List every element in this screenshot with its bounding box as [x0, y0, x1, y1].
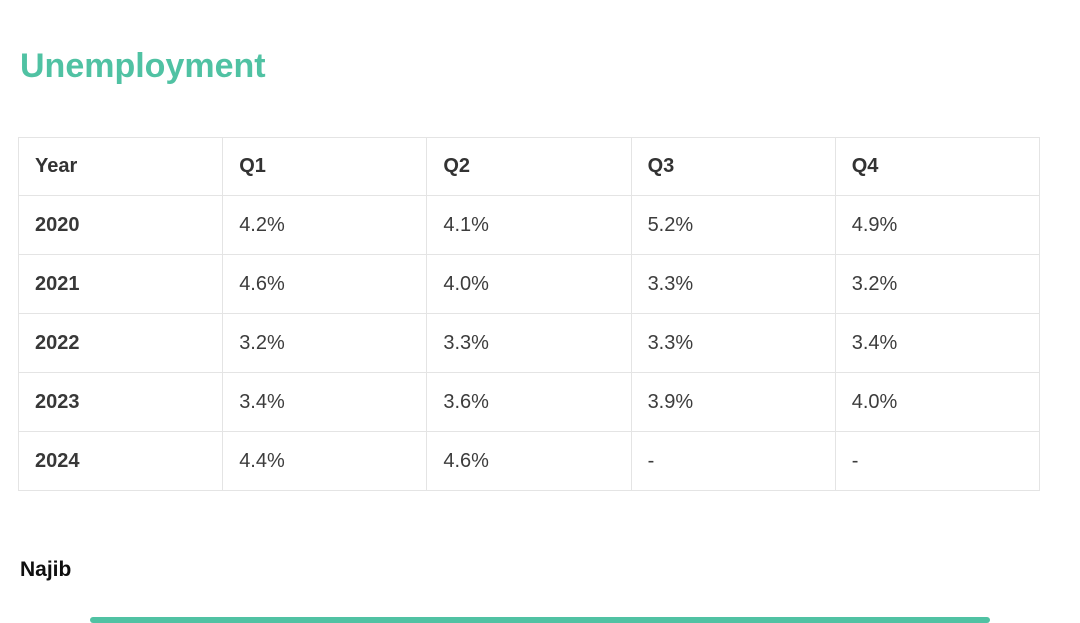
- column-header-q1: Q1: [222, 137, 428, 196]
- unemployment-table: Year Q1 Q2 Q3 Q4 2020 4.2% 4.1% 5.2% 4.9…: [17, 137, 1041, 491]
- table-header-row: Year Q1 Q2 Q3 Q4: [17, 137, 1041, 196]
- value-cell-q1: 4.2%: [222, 195, 428, 255]
- year-cell: 2024: [17, 431, 224, 491]
- value-cell-q2: 3.6%: [426, 372, 632, 432]
- value-cell-q1: 3.2%: [222, 313, 428, 373]
- value-cell-q3: -: [630, 431, 836, 491]
- column-header-q4: Q4: [834, 137, 1041, 196]
- value-cell-q3: 3.3%: [630, 254, 836, 314]
- author-name: Najib: [20, 558, 72, 581]
- value-cell-q4: 3.2%: [834, 254, 1041, 314]
- value-cell-q3: 3.3%: [630, 313, 836, 373]
- table-row-2024: 2024 4.4% 4.6% - -: [17, 431, 1041, 491]
- value-cell-q3: 3.9%: [630, 372, 836, 432]
- page-title: Unemployment: [20, 47, 266, 85]
- value-cell-q2: 4.1%: [426, 195, 632, 255]
- bottom-accent-bar: [90, 617, 990, 623]
- value-cell-q3: 5.2%: [630, 195, 836, 255]
- table-row-2020: 2020 4.2% 4.1% 5.2% 4.9%: [17, 195, 1041, 255]
- value-cell-q1: 4.6%: [222, 254, 428, 314]
- table-row-2023: 2023 3.4% 3.6% 3.9% 4.0%: [17, 372, 1041, 432]
- year-cell: 2023: [17, 372, 224, 432]
- column-header-q3: Q3: [630, 137, 836, 196]
- value-cell-q2: 3.3%: [426, 313, 632, 373]
- value-cell-q4: 3.4%: [834, 313, 1041, 373]
- table-row-2022: 2022 3.2% 3.3% 3.3% 3.4%: [17, 313, 1041, 373]
- value-cell-q1: 3.4%: [222, 372, 428, 432]
- value-cell-q4: 4.9%: [834, 195, 1041, 255]
- value-cell-q4: 4.0%: [834, 372, 1041, 432]
- value-cell-q4: -: [834, 431, 1041, 491]
- column-header-q2: Q2: [426, 137, 632, 196]
- value-cell-q1: 4.4%: [222, 431, 428, 491]
- column-header-year: Year: [17, 137, 224, 196]
- year-cell: 2021: [17, 254, 224, 314]
- table-row-2021: 2021 4.6% 4.0% 3.3% 3.2%: [17, 254, 1041, 314]
- year-cell: 2022: [17, 313, 224, 373]
- year-cell: 2020: [17, 195, 224, 255]
- value-cell-q2: 4.0%: [426, 254, 632, 314]
- value-cell-q2: 4.6%: [426, 431, 632, 491]
